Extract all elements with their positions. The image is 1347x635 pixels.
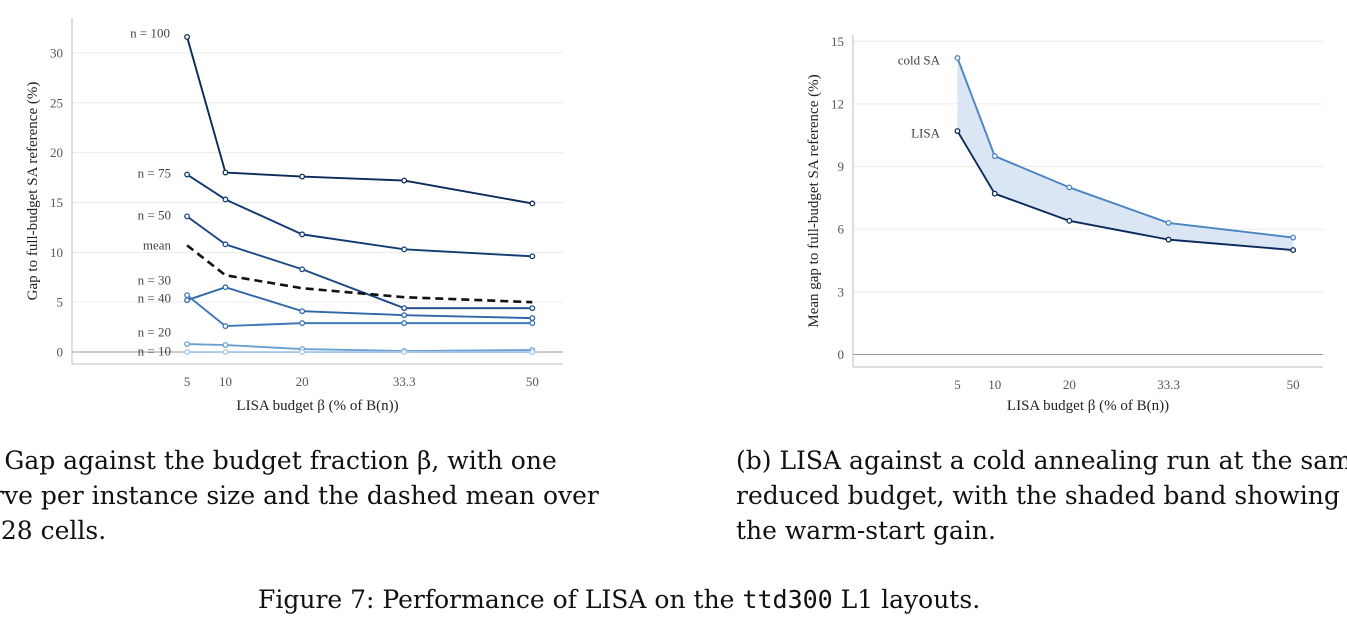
caption-b: (b) LISA against a cold annealing run at… (736, 446, 1347, 545)
series-point-n-50 (529, 305, 536, 312)
x-tick-label: 5 (184, 374, 191, 389)
series-point-n-20 (184, 341, 191, 348)
series-line-n-100 (186, 36, 533, 205)
y-tick-label: 10 (50, 245, 63, 260)
series-point-n-20 (222, 342, 229, 349)
series-point-n-50 (184, 213, 191, 220)
series-line-mean (186, 244, 533, 304)
x-tick-label: 10 (219, 374, 232, 389)
y-tick-label: 12 (831, 96, 844, 111)
series-point-n-30 (401, 312, 408, 319)
x-tick-label: 20 (296, 374, 309, 389)
x-axis-label: LISA budget β (% of B(n)) (236, 398, 398, 414)
series-point-lisa (1066, 217, 1073, 224)
series-label-n-10: n = 10 (138, 344, 171, 359)
chart-panel-a: 0 5 10 15 20 25 30 5 10 20 33.3 50 LISA budget β (% … (25, 18, 563, 414)
series-label-lisa: LISA (911, 126, 941, 141)
y-tick-label: 5 (57, 295, 64, 310)
figure-caption-suffix: L1 layouts. (832, 585, 981, 614)
series-point-n-10 (529, 349, 536, 355)
y-axis-label: Gap to full-budget SA reference (%) (25, 82, 41, 301)
series-point-n-30 (222, 284, 229, 291)
series-point-n-10 (222, 349, 229, 355)
series-label-n-50: n = 50 (138, 208, 171, 223)
y-tick-label: 0 (838, 347, 845, 362)
x-tick-label: 33.3 (393, 374, 416, 389)
series-point-cold-sa (1165, 219, 1172, 226)
series-point-n-75 (529, 253, 536, 260)
series-label-cold-sa: cold SA (898, 53, 941, 68)
series-label-mean: mean (143, 238, 172, 253)
series-point-n-75 (184, 171, 191, 178)
series-point-cold-sa (991, 153, 998, 160)
series-point-n-75 (299, 231, 306, 238)
y-tick-label: 3 (838, 284, 845, 299)
series-point-n-40 (529, 320, 536, 327)
series-point-n-75 (401, 246, 408, 253)
x-tick-label: 50 (1287, 377, 1300, 392)
figure-caption: Figure 7: Performance of LISA on the ttd… (258, 582, 980, 617)
caption-a: (a) Gap against the budget fraction β, w… (0, 446, 599, 545)
series-point-n-10 (299, 349, 306, 355)
series-label-n-30: n = 30 (138, 273, 171, 288)
series-point-n-100 (529, 200, 536, 207)
x-tick-label: 33.3 (1157, 377, 1180, 392)
series-point-lisa (1165, 236, 1172, 243)
chart-panel-b: 0 3 6 9 12 15 5 10 20 33.3 50 LISA budget β (% of B… (806, 34, 1323, 414)
series-point-n-40 (184, 292, 191, 299)
series-label-n-20: n = 20 (138, 325, 171, 340)
y-tick-label: 0 (57, 345, 64, 360)
series-point-n-50 (222, 241, 229, 248)
x-tick-label: 5 (954, 377, 961, 392)
series-point-n-40 (299, 320, 306, 327)
series-label-n-40: n = 40 (138, 291, 171, 306)
series-line-n-20 (187, 343, 533, 352)
series-point-n-100 (222, 169, 229, 176)
series-point-n-10 (184, 349, 191, 355)
series-label-n-75: n = 75 (138, 166, 171, 181)
series-point-n-30 (299, 308, 306, 315)
series-point-n-40 (222, 323, 229, 330)
series-point-lisa (1290, 247, 1297, 254)
figure-caption-code: ttd300 (742, 585, 833, 614)
series-point-lisa (991, 190, 998, 197)
warm-start-gain-band (957, 57, 1294, 251)
series-line-n-75 (186, 173, 533, 258)
series-point-n-10 (401, 349, 408, 355)
series-point-n-100 (184, 33, 191, 40)
series-point-cold-sa (1290, 234, 1297, 241)
y-tick-label: 30 (50, 45, 63, 60)
y-tick-label: 25 (50, 95, 63, 110)
y-tick-label: 6 (838, 222, 845, 237)
x-tick-label: 20 (1063, 377, 1076, 392)
y-tick-label: 15 (50, 195, 63, 210)
series-point-n-50 (401, 305, 408, 312)
series-point-n-30 (529, 315, 536, 322)
x-tick-label: 50 (526, 374, 539, 389)
series-point-n-100 (401, 177, 408, 184)
series-point-cold-sa (954, 55, 961, 61)
figure-caption-prefix: Figure 7: Performance of LISA on the (258, 585, 743, 614)
series-label-n-100: n = 100 (130, 26, 170, 41)
x-axis-label: LISA budget β (% of B(n)) (1007, 398, 1169, 414)
series-point-n-75 (222, 196, 229, 203)
series-point-n-100 (299, 173, 306, 180)
y-tick-label: 15 (831, 34, 844, 49)
series-point-n-50 (299, 266, 306, 273)
series-point-n-30 (184, 297, 191, 304)
y-tick-label: 20 (50, 145, 63, 160)
x-tick-label: 10 (988, 377, 1001, 392)
y-axis-label: Mean gap to full-budget SA reference (%) (806, 74, 822, 327)
series-point-cold-sa (1066, 184, 1073, 191)
series-point-n-40 (401, 320, 408, 327)
y-tick-label: 9 (838, 159, 845, 174)
series-point-lisa (954, 128, 961, 135)
